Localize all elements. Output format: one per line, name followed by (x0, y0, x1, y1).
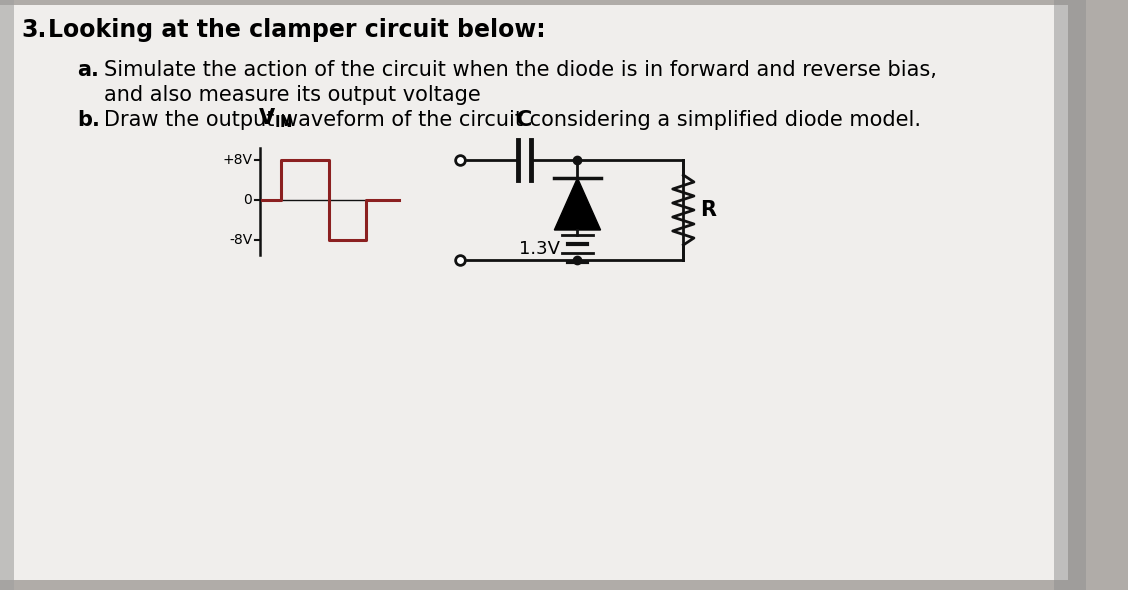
Text: -8V: -8V (229, 233, 253, 247)
Text: $\bf{V_{IN}}$: $\bf{V_{IN}}$ (258, 106, 293, 130)
Text: +8V: +8V (222, 153, 253, 167)
Text: Draw the output waveform of the circuit considering a simplified diode model.: Draw the output waveform of the circuit … (104, 110, 920, 130)
Text: and also measure its output voltage: and also measure its output voltage (104, 85, 481, 105)
Text: 3.: 3. (21, 18, 46, 42)
FancyBboxPatch shape (1054, 0, 1085, 590)
FancyBboxPatch shape (0, 0, 15, 590)
Text: Looking at the clamper circuit below:: Looking at the clamper circuit below: (49, 18, 546, 42)
Text: Simulate the action of the circuit when the diode is in forward and reverse bias: Simulate the action of the circuit when … (104, 60, 937, 80)
Text: a.: a. (77, 60, 99, 80)
Text: b.: b. (77, 110, 100, 130)
Text: R: R (699, 200, 715, 220)
FancyBboxPatch shape (0, 5, 1068, 580)
Text: 0: 0 (244, 193, 253, 207)
Text: C: C (517, 110, 532, 130)
Text: 1.3V: 1.3V (519, 240, 561, 257)
Polygon shape (554, 178, 600, 230)
